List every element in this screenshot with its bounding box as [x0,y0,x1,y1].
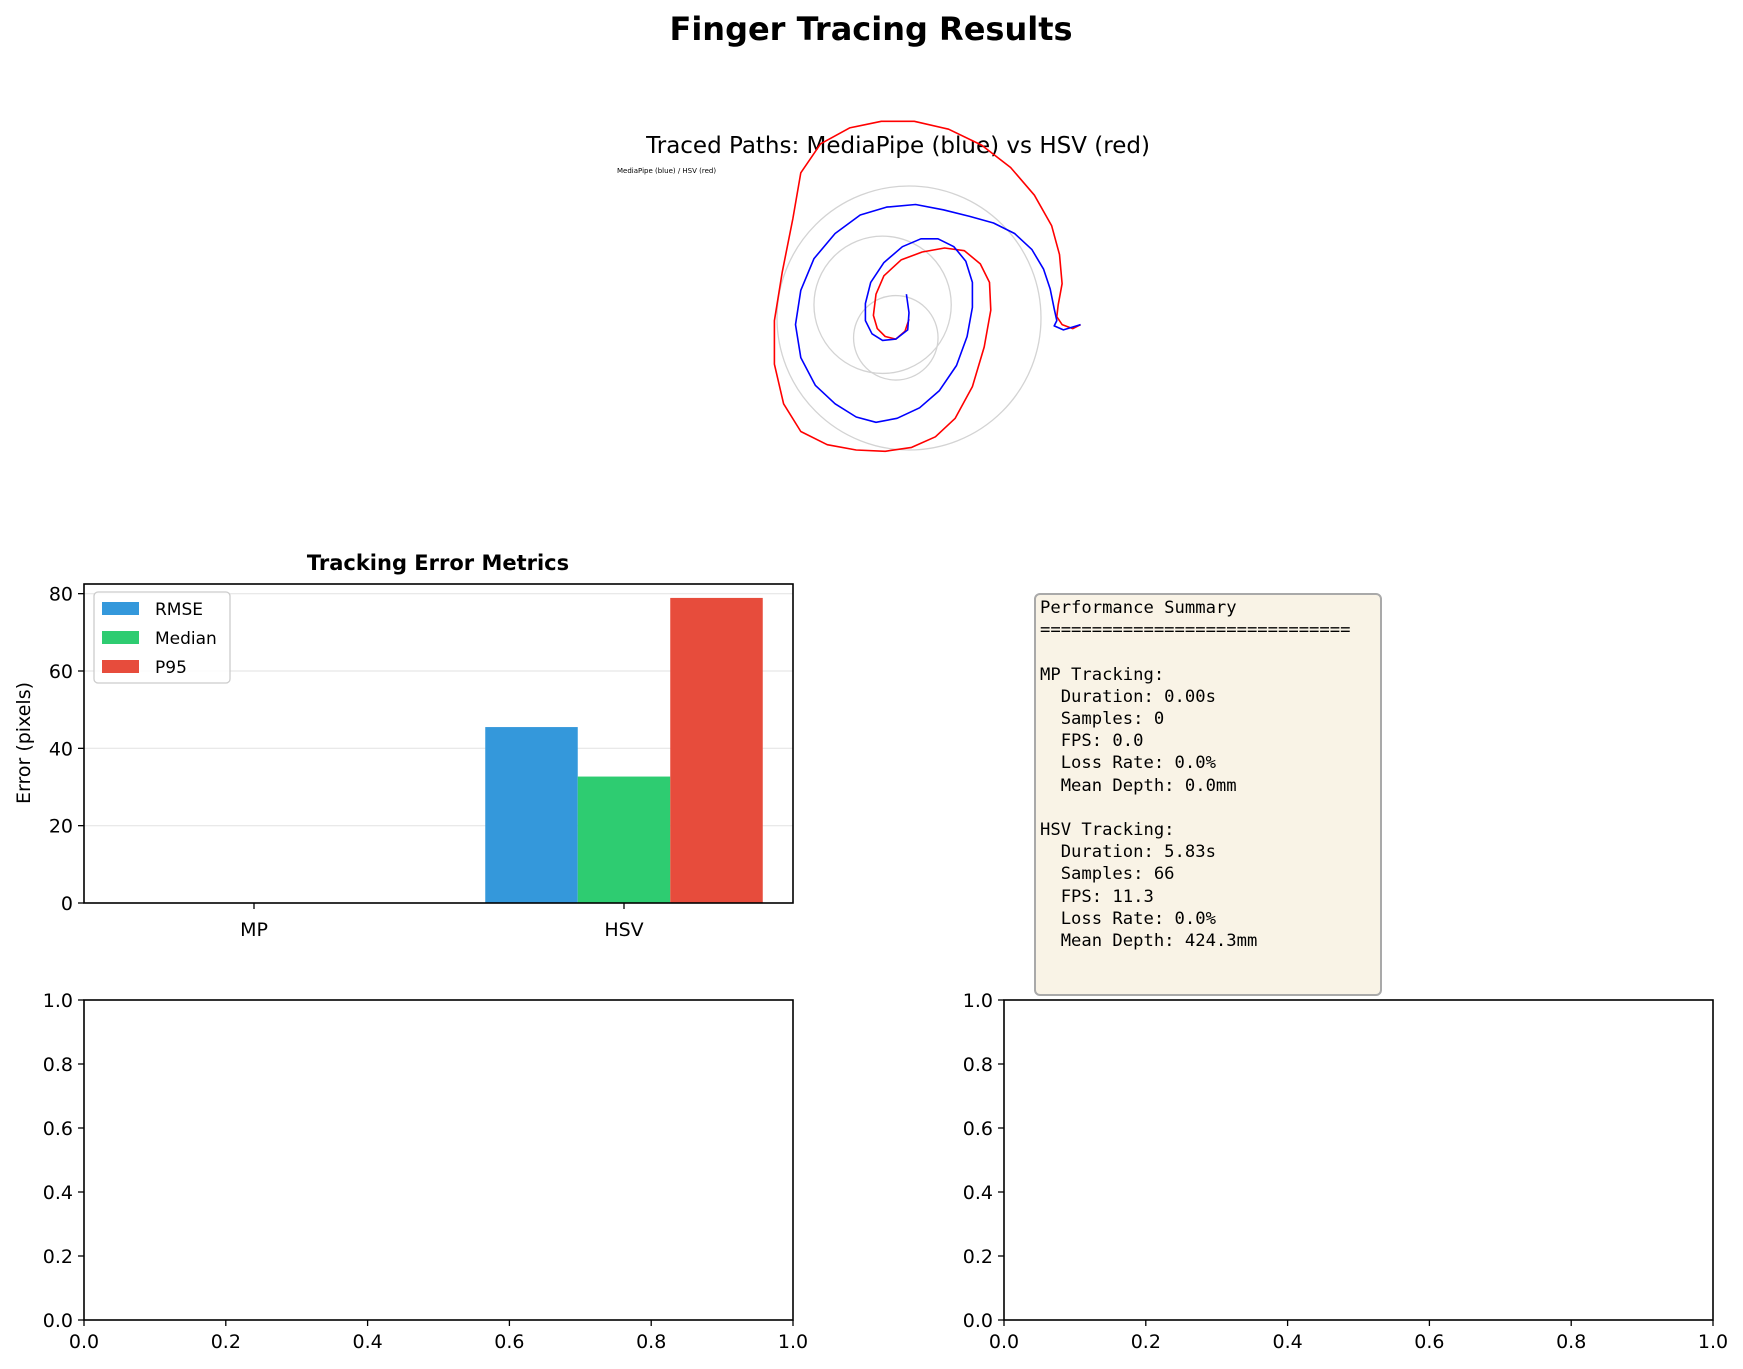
x-tick-label: 0.8 [1556,1331,1586,1353]
y-tick-label: 1.0 [963,990,993,1012]
y-tick-label: 0.8 [43,1054,73,1076]
x-tick-label: 1.0 [1698,1331,1728,1353]
empty-axes-left-frame [83,999,794,1321]
error-metrics-panel: Tracking Error Metrics 0 20 40 60 80 MP HSV E… [13,551,794,941]
legend-label: RMSE [155,600,203,620]
performance-summary-box [1034,593,1382,996]
legend-label: P95 [155,658,187,678]
y-tick-label: 0.8 [963,1054,993,1076]
traced-paths-title: Traced Paths: MediaPipe (blue) vs HSV (r… [645,133,1150,159]
y-tick-label: 0.4 [963,1182,993,1204]
x-tick-label: 0.4 [1272,1331,1302,1353]
path-line-hsv [773,120,1081,453]
y-tick-label: 0.6 [43,1118,73,1140]
x-tick-label: 0.6 [494,1331,524,1353]
error-metrics-bars [485,597,763,903]
x-tick-label: 0.2 [211,1331,241,1353]
legend-swatch-median [102,631,139,644]
error-metrics-y-ticks: 0 20 40 60 80 [49,584,84,915]
error-metrics-ylabel: Error (pixels) [13,682,35,804]
bar-p95-hsv [670,597,763,903]
y-tick-label: 40 [49,738,73,760]
reference-circle-1 [813,235,952,375]
y-tick-label: 0.6 [963,1118,993,1140]
error-metrics-legend: RMSE Median P95 [93,591,231,684]
x-tick-label: 0.4 [352,1331,382,1353]
x-tick-label: 0.8 [636,1331,666,1353]
y-tick-label: 20 [49,816,73,838]
legend-swatch-rmse [102,602,139,615]
performance-summary-text: Performance Summary ====================… [1040,598,1351,952]
error-metrics-frame [83,583,794,904]
y-tick-label: 0.4 [43,1182,73,1204]
x-tick-label: 0.0 [989,1331,1019,1353]
y-tick-label: 0.2 [43,1246,73,1268]
legend-swatch-p95 [102,660,139,673]
empty-axes-right: 0.0 0.2 0.4 0.6 0.8 1.0 0.0 0.2 0.4 0.6 0.8 1.0 [963,990,1728,1353]
x-tick-label: 0.6 [1414,1331,1444,1353]
legend-label: Median [155,629,217,649]
figure-suptitle: Finger Tracing Results [669,10,1072,48]
traced-paths-panel: Traced Paths: MediaPipe (blue) vs HSV (r… [617,120,1150,453]
reference-circle-0 [776,185,1042,451]
path-line-mediapipe [794,203,1081,424]
x-tick-label: MP [240,919,268,941]
x-tick-label: 0.0 [69,1331,99,1353]
y-tick-label: 0.0 [43,1310,73,1332]
reference-circles [776,185,1042,451]
x-tick-label: 1.0 [778,1331,808,1353]
traced-path-lines [773,120,1081,453]
y-tick-label: 0.0 [963,1310,993,1332]
empty-axes-left: 0.0 0.2 0.4 0.6 0.8 1.0 0.0 0.2 0.4 0.6 0.8 1.0 [43,990,808,1353]
y-tick-label: 60 [49,661,73,683]
reference-circle-2 [852,294,939,381]
bar-median-hsv [577,776,671,903]
error-metrics-title: Tracking Error Metrics [307,551,569,575]
bar-rmse-hsv [485,727,578,903]
error-metrics-x-ticks: MP HSV [240,903,644,941]
x-tick-label: HSV [604,919,643,941]
y-tick-label: 0 [61,893,73,915]
traced-paths-inset-label: MediaPipe (blue) / HSV (red) [617,167,716,175]
y-tick-label: 0.2 [963,1246,993,1268]
empty-axes-right-frame [1003,999,1714,1321]
x-tick-label: 0.2 [1131,1331,1161,1353]
y-tick-label: 80 [49,584,73,606]
y-tick-label: 1.0 [43,990,73,1012]
